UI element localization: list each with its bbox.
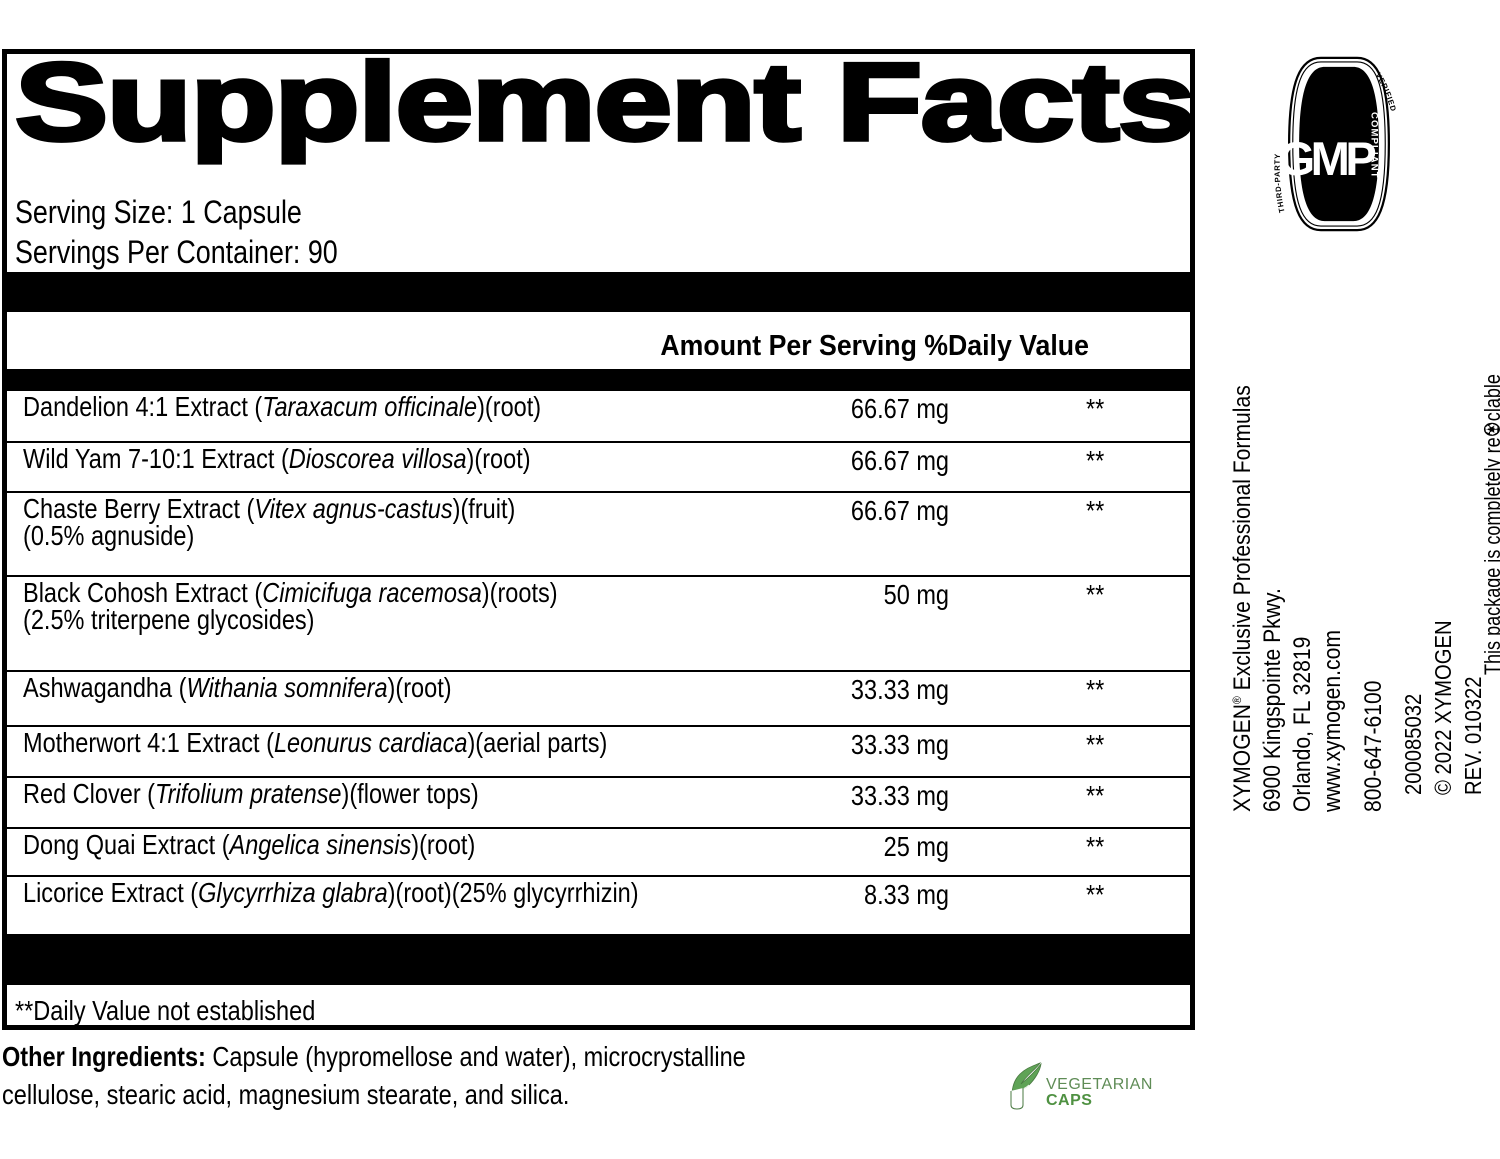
svg-text:VERIFIED: VERIFIED: [1374, 71, 1398, 113]
svg-text:CAPS: CAPS: [1046, 1092, 1092, 1109]
svg-text:VEGETARIAN: VEGETARIAN: [1046, 1076, 1153, 1093]
svg-text:COMPLIANT: COMPLIANT: [1369, 112, 1380, 179]
svg-text:GMP: GMP: [1279, 132, 1376, 185]
